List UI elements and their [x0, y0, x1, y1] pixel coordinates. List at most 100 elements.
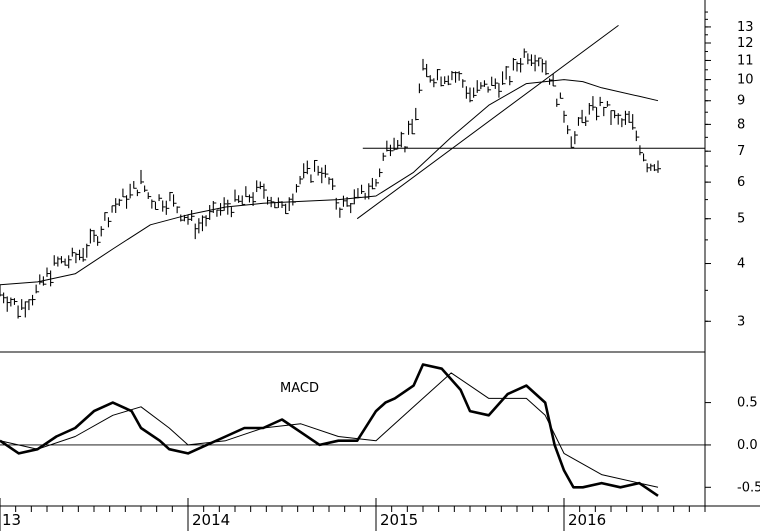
- price-bar: [458, 71, 463, 81]
- price-bar: [386, 140, 390, 152]
- price-bar: [371, 177, 376, 190]
- price-bar: [317, 165, 322, 176]
- price-bar: [140, 169, 144, 185]
- price-tick-label: 11: [737, 53, 754, 68]
- price-bar: [28, 299, 32, 311]
- price-bar: [162, 200, 166, 212]
- price-tick-label: 4: [737, 257, 745, 272]
- price-bar: [469, 87, 473, 103]
- price-bar: [614, 110, 618, 119]
- price-bar: [129, 183, 134, 199]
- price-bar: [263, 183, 267, 199]
- price-bar: [234, 189, 238, 202]
- price-bar: [165, 200, 170, 215]
- price-bar: [379, 168, 383, 178]
- price-tick-label: 6: [737, 175, 745, 190]
- price-bar: [444, 76, 448, 85]
- price-bar: [89, 228, 94, 244]
- price-bar: [64, 258, 69, 266]
- price-bar: [270, 196, 275, 208]
- price-bar: [509, 75, 513, 86]
- price-bar: [451, 70, 455, 81]
- price-bar: [17, 305, 22, 319]
- price-bar: [610, 110, 614, 125]
- price-bar: [491, 76, 495, 86]
- price-bar: [653, 164, 658, 172]
- price-bar: [245, 186, 249, 198]
- price-bar: [588, 103, 593, 115]
- price-bar: [295, 184, 300, 193]
- price-bar: [473, 87, 477, 98]
- price-bar: [71, 247, 76, 257]
- price-bar: [574, 131, 578, 145]
- price-tick-label: 7: [737, 144, 745, 159]
- price-bar: [31, 294, 36, 306]
- price-bar: [624, 110, 629, 125]
- price-bar: [545, 60, 549, 76]
- price-bar: [480, 82, 484, 90]
- price-bar: [447, 75, 452, 86]
- price-bar: [230, 207, 235, 218]
- price-bar: [646, 163, 651, 173]
- price-bar: [107, 217, 112, 228]
- price-bar: [606, 100, 611, 107]
- price-bar: [324, 164, 329, 178]
- price-bar: [194, 223, 199, 240]
- macd-tick-label: 0.0: [737, 438, 758, 453]
- macd-signal-line: [0, 372, 659, 488]
- price-bar: [299, 175, 304, 185]
- price-bar: [342, 195, 347, 207]
- price-bar: [180, 214, 184, 222]
- price-bar: [198, 218, 202, 234]
- price-bar: [115, 198, 119, 213]
- price-bar: [21, 299, 25, 310]
- macd-axis-ticks: 0.5 0.0 -0.5: [0, 396, 760, 495]
- price-bar: [151, 199, 155, 209]
- price-bar: [487, 86, 492, 93]
- price-bar: [313, 159, 318, 172]
- price-bar: [78, 249, 83, 261]
- price-bar: [3, 292, 7, 304]
- price-bar: [657, 160, 661, 173]
- price-bar: [303, 163, 307, 179]
- price-bar: [205, 215, 210, 227]
- price-bar: [248, 194, 253, 203]
- price-bar: [252, 192, 257, 206]
- price-bar: [216, 209, 220, 217]
- price-bar: [46, 267, 50, 277]
- date-axis-ticks: 13 2014 2015 2016: [0, 498, 706, 531]
- price-tick-label: 13: [737, 20, 754, 35]
- price-lines: [0, 24, 705, 286]
- price-bar: [147, 192, 152, 199]
- price-bar: [68, 255, 72, 269]
- price-bar: [389, 144, 394, 157]
- price-bar: [259, 181, 264, 190]
- price-bar: [538, 57, 542, 67]
- price-bar: [527, 53, 531, 65]
- price-bar: [570, 136, 575, 148]
- price-bar: [436, 68, 441, 81]
- price-bar: [592, 96, 596, 111]
- price-bar: [136, 189, 141, 197]
- price-bar: [422, 58, 426, 71]
- price-bar: [516, 61, 520, 72]
- price-bar: [407, 120, 412, 135]
- price-bar: [426, 63, 430, 78]
- price-bar: [415, 107, 419, 121]
- price-bar: [360, 184, 365, 194]
- price-bar: [530, 54, 535, 67]
- trendline: [356, 24, 619, 220]
- price-bar: [534, 54, 539, 72]
- price-bar: [82, 247, 87, 262]
- price-bar: [97, 236, 101, 246]
- price-bar: [642, 153, 647, 162]
- price-bar: [552, 73, 557, 87]
- price-bar: [650, 163, 654, 171]
- price-tick-label: 5: [737, 212, 745, 227]
- price-bar: [111, 205, 116, 213]
- price-tick-label: 10: [737, 73, 754, 88]
- price-bar: [523, 48, 528, 58]
